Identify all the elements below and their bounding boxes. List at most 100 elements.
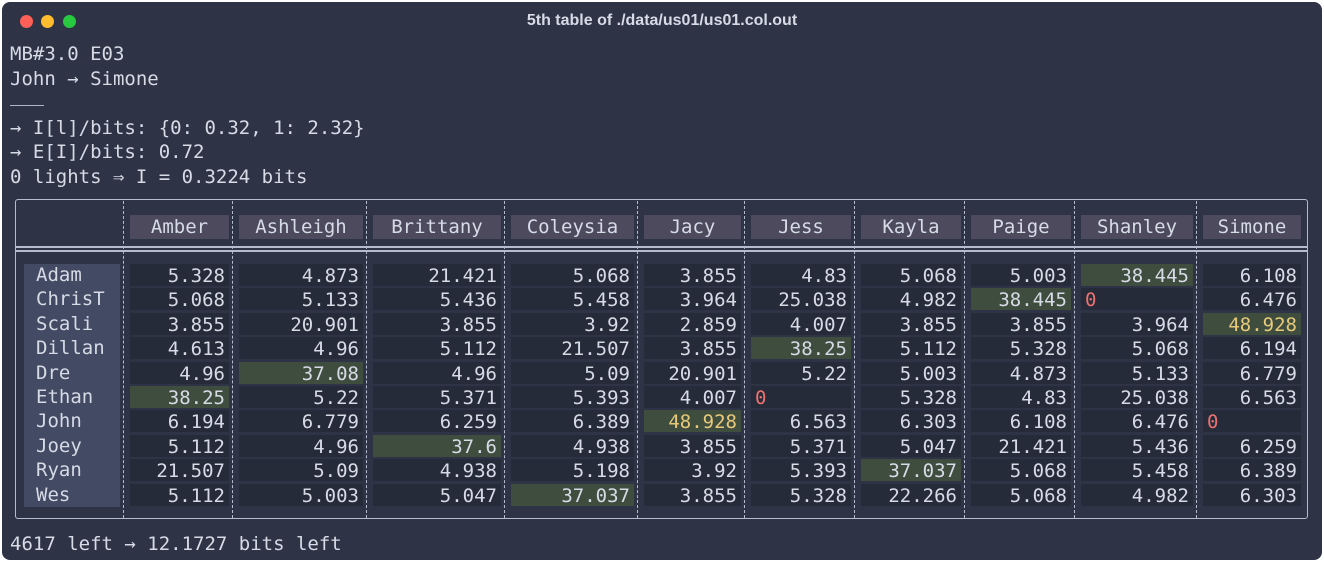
column-header: Simone [1203,215,1301,239]
row-label: Ethan [36,386,94,408]
column-divider [1074,201,1075,518]
table-cell: 0 [1081,288,1193,311]
table-cell: 6.259 [1203,434,1301,458]
table-cell: 21.421 [971,434,1071,458]
table-cell: 4.938 [511,434,634,458]
table-cell: 5.003 [971,264,1071,287]
table-cell: 3.92 [511,312,634,336]
column-header: Jacy [644,215,741,239]
table-cell: 38.25 [130,386,229,409]
table-cell: 5.047 [861,434,961,458]
table-cell: 0 [751,386,851,409]
table-cell: 4.982 [1081,483,1193,507]
table-cell: 5.068 [511,264,634,287]
maximize-window-button[interactable] [63,15,76,28]
table-cell: 5.436 [373,288,501,311]
table-cell: 38.445 [1081,264,1193,287]
table-cell: 37.08 [239,361,363,385]
table-cell: 25.038 [751,288,851,311]
table-cell: 3.964 [1081,312,1193,336]
column-header: Jess [751,215,851,239]
table-cell: 5.068 [130,288,229,311]
table-cell: 5.133 [239,288,363,311]
table-cell: 4.96 [373,361,501,385]
row-label: John [36,410,82,433]
table-cell: 20.901 [239,312,363,336]
table-cell: 6.108 [971,410,1071,433]
column-divider [232,201,233,518]
table-cell: 3.855 [971,312,1071,336]
table-cell: 37.037 [861,459,961,482]
table-cell: 5.393 [751,459,851,482]
table-cell: 4.007 [644,386,741,409]
table-cell: 5.003 [239,483,363,507]
row-label: Dre [36,361,71,384]
column-divider [366,201,367,518]
table-cell: 4.982 [861,288,961,311]
minimize-window-button[interactable] [41,15,54,28]
table-cell: 4.873 [971,361,1071,385]
close-window-button[interactable] [20,15,33,28]
table-border [15,199,1308,519]
column-header: Brittany [373,215,501,239]
table-cell: 6.108 [1203,264,1301,287]
table-cell: 3.964 [644,288,741,311]
table-cell: 6.779 [1203,361,1301,385]
table-cell: 5.09 [511,361,634,385]
table-cell: 5.393 [511,386,634,409]
table-cell: 22.266 [861,483,961,507]
table-cell: 3.92 [644,459,741,482]
column-header: Kayla [861,215,961,239]
table-cell: 6.303 [1203,483,1301,507]
table-cell: 21.421 [373,264,501,287]
table-cell: 38.445 [971,288,1071,311]
table-cell: 5.458 [511,288,634,311]
row-label: Wes [36,483,71,506]
table-cell: 5.112 [861,337,961,360]
table-cell: 5.328 [751,483,851,507]
table-cell: 6.476 [1203,288,1301,311]
table-cell: 6.476 [1081,410,1193,433]
table-cell: 3.855 [373,312,501,336]
table-cell: 37.037 [511,483,634,507]
table-cell: 6.779 [239,410,363,433]
info-line-1: MB#3.0 E03 [10,43,125,65]
info-line-4: → E[I]/bits: 0.72 [10,141,205,163]
row-label: Joey [36,434,82,457]
table-cell: 48.928 [644,410,741,433]
table-cell: 4.83 [751,264,851,287]
table-cell: 21.507 [130,459,229,482]
table-cell: 5.371 [373,386,501,409]
table-cell: 5.112 [130,434,229,458]
window-title: 5th table of ./data/us01/us01.col.out [526,12,798,29]
column-header: Ashleigh [239,215,363,239]
table-cell: 5.068 [1081,337,1193,360]
table-cell: 0 [1203,410,1301,433]
info-line-2: John → Simone [10,68,159,90]
column-header: Amber [130,215,229,239]
table-cell: 5.328 [130,264,229,287]
table-cell: 6.194 [1203,337,1301,360]
title-bar: 5th table of ./data/us01/us01.col.out [2,2,1322,40]
table-cell: 21.507 [511,337,634,360]
table-cell: 38.25 [751,337,851,360]
row-label: Ryan [36,459,82,482]
column-header: Paige [971,215,1071,239]
table-cell: 5.047 [373,483,501,507]
column-divider [504,201,505,518]
info-line-5: 0 lights ⇒ I = 0.3224 bits [10,166,308,188]
table-cell: 48.928 [1203,312,1301,336]
table-cell: 5.458 [1081,459,1193,482]
table-cell: 6.194 [130,410,229,433]
row-label: Adam [36,264,82,286]
table-cell: 6.563 [751,410,851,433]
table-cell: 4.613 [130,337,229,360]
table-cell: 6.563 [1203,386,1301,409]
table-cell: 6.389 [511,410,634,433]
column-header: Shanley [1081,215,1193,239]
table-cell: 6.389 [1203,459,1301,482]
row-label: ChrisT [36,288,105,311]
table-cell: 4.96 [239,434,363,458]
table-cell: 3.855 [861,312,961,336]
